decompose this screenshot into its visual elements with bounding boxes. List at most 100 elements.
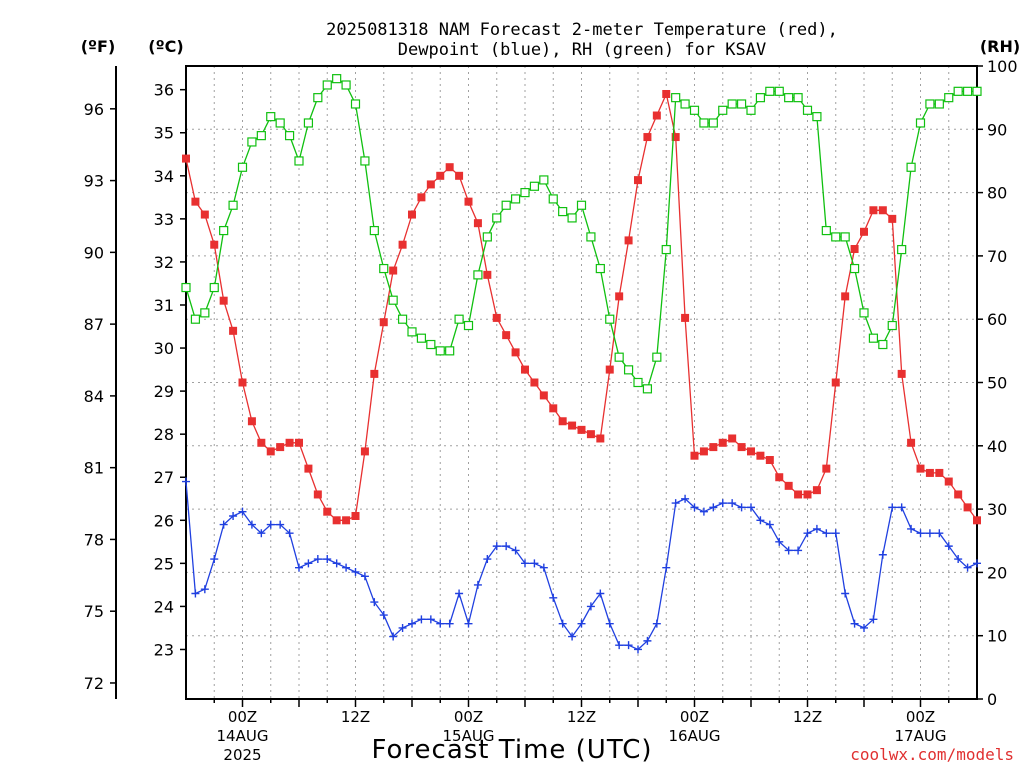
temperature-marker [803,490,812,499]
temperature-marker [332,516,341,525]
rh-marker [623,365,634,375]
chart-title-line-2: Dewpoint (blue), RH (green) for KSAV [398,40,766,60]
celsius-tick-label: 36 [154,81,174,100]
rh-marker [397,314,408,324]
temperature-marker [963,503,972,512]
rh-marker [463,320,474,331]
dewpoint-marker [455,589,464,598]
dewpoint-marker [379,611,388,620]
dewpoint-marker [822,529,831,538]
temperature-marker [747,447,755,456]
rh-marker [802,105,813,115]
temperature-marker [436,171,445,180]
rh-marker [831,232,841,242]
dewpoint-marker [615,641,624,650]
rh-marker [379,263,389,274]
temperature-marker [775,473,784,482]
rh-marker [736,99,747,109]
rh-marker [614,352,624,362]
temperature-marker [492,313,501,322]
rh-series [181,74,982,394]
dewpoint-marker [247,520,256,529]
dewpoint-marker [464,619,473,628]
fahrenheit-tick-label: 87 [84,315,104,334]
dewpoint-marker [304,559,313,568]
rh-marker [765,86,775,96]
dewpoint-marker [238,507,247,516]
temperature-marker [586,430,595,439]
dewpoint-marker [445,619,454,628]
rh-marker [388,295,398,305]
rh-tick-label: 0 [987,690,997,709]
rh-marker [200,308,210,318]
rh-marker [558,206,568,217]
dewpoint-marker [850,619,859,628]
temperature-marker [483,270,492,279]
rh-tick-label: 40 [987,437,1007,456]
temperature-marker [238,378,247,387]
x-tick-label: 00Z [906,708,935,726]
rh-marker [209,282,219,293]
temperature-marker [370,369,379,378]
temperature-marker [794,490,803,499]
dewpoint-marker [426,615,435,624]
rh-marker [313,93,323,103]
rh-tick-label: 50 [987,374,1007,393]
x-tick-label: 12Z [793,708,822,726]
temperature-marker [954,490,963,499]
fahrenheit-tick-label: 75 [84,602,104,621]
dewpoint-marker [276,520,285,529]
fahrenheit-tick-label: 96 [84,100,104,119]
dewpoint-marker [812,524,821,533]
dewpoint-marker [229,511,238,520]
dewpoint-marker [417,615,426,624]
rh-tick-label: 10 [987,627,1007,646]
rh-marker [906,162,916,172]
dewpoint-marker [954,555,963,564]
temperature-marker [521,365,529,374]
temperature-marker [681,313,690,322]
temperature-marker [360,447,369,456]
dewpoint-marker [360,572,369,581]
dewpoint-marker [332,559,341,568]
temperature-marker [389,266,398,275]
dewpoint-marker [492,542,501,551]
dewpoint-marker [690,503,699,512]
dewpoint-marker [944,542,953,551]
dewpoint-marker [182,477,190,486]
rh-marker [435,346,445,356]
temperature-marker [916,464,925,473]
dewpoint-marker [266,520,275,529]
temperature-marker [605,365,614,374]
x-tick-date-label: 17AUG [895,727,947,745]
x-tick-date-label: 16AUG [669,727,721,745]
temperature-marker [295,438,303,447]
dewpoint-marker [511,546,520,555]
temperature-marker [342,516,351,525]
rh-marker [671,93,681,103]
dewpoint-marker [699,507,708,516]
rh-marker [350,99,361,109]
rh-marker [652,352,662,362]
rh-marker [416,333,427,343]
temperature-marker [699,447,708,456]
rh-marker [915,118,926,128]
rh-marker [520,188,530,198]
rh-marker [680,99,690,109]
temperature-marker [869,206,878,215]
temperature-marker [944,477,953,486]
rh-tick-label: 90 [987,120,1007,139]
x-tick-label: 00Z [454,708,483,726]
rh-marker [529,181,540,191]
temperature-marker [502,331,511,340]
dewpoint-marker [473,580,482,589]
temperature-marker [737,443,746,452]
celsius-tick-label: 27 [154,468,174,487]
temperature-marker [973,516,981,525]
fahrenheit-tick-label: 90 [84,243,104,262]
x-tick-date-label: 14AUG [217,727,269,745]
celsius-tick-label: 34 [154,167,174,186]
temperature-marker [624,236,633,245]
rh-marker [746,105,756,115]
rh-marker [510,194,521,204]
